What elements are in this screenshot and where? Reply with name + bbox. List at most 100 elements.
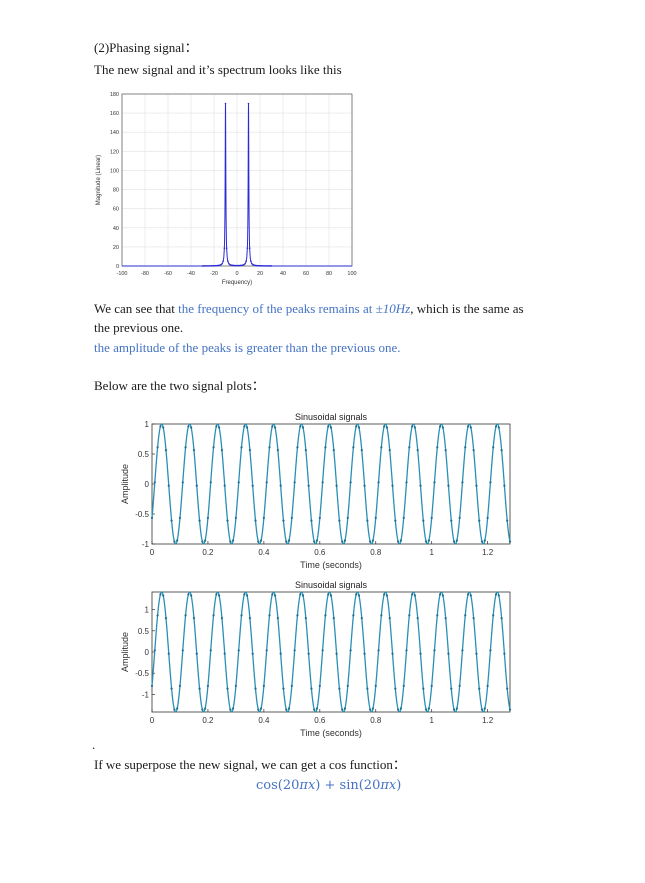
paragraph-previous: the previous one.: [94, 320, 184, 335]
signal-bottom-ytick-label: 0: [145, 648, 150, 657]
signal-bottom-sample-point: [489, 649, 492, 652]
signal-bottom-sample-point: [394, 687, 397, 690]
signal-top-sample-point: [265, 481, 268, 484]
signal-bottom-sample-point: [170, 687, 173, 690]
spectrum-xtick-label: -40: [187, 271, 195, 277]
signal-top-sample-point: [245, 426, 249, 429]
paragraph-amplitude: the amplitude of the peaks is greater th…: [94, 340, 401, 355]
signal-bottom-sample-point: [259, 707, 263, 710]
signal-top-sample-point: [279, 484, 282, 487]
signal-top-sample-point: [458, 516, 461, 519]
signal-bottom-xlabel: Time (seconds): [300, 728, 362, 738]
spectrum-sample-point: [221, 262, 223, 265]
section-heading: (2)Phasing signal：: [94, 40, 198, 55]
signal-top-sample-point: [153, 481, 156, 484]
bullet-dot: .: [92, 737, 96, 752]
signal-top-sample-point: [215, 425, 218, 428]
spectrum-sample-point: [232, 264, 235, 267]
signal-bottom-sample-point: [254, 687, 257, 690]
signal-bottom-sample-point: [240, 614, 243, 617]
signal-top-sample-point: [436, 446, 439, 449]
signal-bottom-sample-point: [293, 649, 296, 652]
signal-top-sample-point: [178, 516, 182, 519]
signal-top-sample-point: [349, 481, 352, 484]
signal-top-xtick-label: 0.4: [258, 548, 270, 557]
signal-bottom-sample-point: [447, 652, 450, 655]
signal-plot-top: Sinusoidal signals 0 0.2 0.4 0.6 0.8 1 1.2 -1 -0.…: [120, 412, 512, 570]
signal-bottom-sample-point: [192, 617, 196, 620]
signal-top-sample-point: [438, 425, 442, 428]
para-same-as: , which is the same as: [410, 301, 524, 316]
signal-top-xtick-label: 0.8: [370, 548, 382, 557]
signal-bottom-sample-point: [464, 614, 467, 617]
signal-bottom-sample-point: [469, 594, 472, 597]
spectrum-sample-point: [237, 264, 239, 267]
signal-bottom-sample-point: [475, 652, 478, 655]
signal-top-sample-point: [201, 540, 204, 543]
signal-bottom-sample-point: [343, 707, 347, 710]
signal-top-sample-point: [363, 484, 366, 487]
signal-bottom-sample-point: [441, 594, 444, 597]
signal-bottom-sample-point: [167, 652, 170, 655]
signal-bottom-sample-point: [430, 684, 433, 687]
spectrum-sample-point: [223, 247, 226, 250]
signal-bottom-sample-point: [455, 707, 458, 710]
signal-bottom-sample-point: [153, 649, 156, 652]
signal-top-sample-point: [164, 449, 168, 452]
signal-top-sample-point: [234, 516, 238, 519]
signal-bottom-sample-point: [150, 684, 154, 687]
superpose-text: If we superpose the new signal, we can g…: [94, 757, 406, 772]
spectrum-ytick-label: 60: [113, 207, 119, 213]
spectrum-sample-point: [210, 265, 213, 267]
signal-bottom-sample-point: [450, 687, 453, 690]
signal-top-sample-point: [259, 539, 263, 542]
spectrum-sample-point: [236, 264, 238, 267]
signal-bottom-xtick-label: 0.6: [314, 716, 326, 725]
spectrum-ytick-label: 80: [113, 188, 119, 194]
signal-top-sample-point: [184, 446, 187, 449]
signal-bottom-sample-point: [369, 708, 372, 711]
signal-bottom-sample-point: [458, 684, 461, 687]
signal-top-xlabel: Time (seconds): [300, 560, 362, 570]
signal-bottom-ytick-label: -1: [142, 690, 150, 699]
signal-bottom-sample-point: [461, 649, 464, 652]
signal-top-sample-point: [254, 519, 257, 522]
spectrum-ytick-label: 0: [116, 264, 119, 270]
signal-bottom-title: Sinusoidal signals: [295, 580, 368, 590]
signal-top-sample-point: [159, 425, 162, 428]
spectrum-ytick-label: 120: [110, 149, 119, 155]
signal-bottom-sample-point: [366, 687, 369, 690]
spectrum-sample-point: [248, 247, 251, 250]
signal-bottom-sample-point: [444, 617, 447, 620]
signal-bottom-sample-point: [201, 708, 204, 711]
signal-top-sample-point: [156, 446, 159, 449]
signal-top-ytick-label: 0.5: [138, 450, 150, 459]
spectrum-sample-point: [238, 264, 241, 267]
signal-top-ytick-label: -1: [142, 540, 150, 549]
spectrum-ylabel: Magnitude (Linear): [96, 155, 102, 205]
signal-top-sample-point: [318, 516, 321, 519]
signal-top-xtick-label: 0.6: [314, 548, 326, 557]
signal-bottom-ylabel: Amplitude: [120, 632, 130, 672]
signal-top-sample-point: [226, 519, 229, 522]
paragraph-peaks: We can see that the frequency of the pea…: [94, 301, 524, 317]
formula-pi-1: π: [299, 778, 308, 793]
signal-bottom-sample-point: [195, 652, 198, 655]
signal-bottom-sample-point: [176, 707, 179, 710]
signal-bottom-sample-point: [262, 684, 265, 687]
signal-top-sample-point: [321, 481, 324, 484]
signal-bottom-sample-point: [285, 708, 288, 711]
signal-top-sample-point: [500, 449, 503, 452]
spectrum-xtick-label: -60: [164, 271, 172, 277]
signal-bottom-sample-point: [251, 652, 254, 655]
signal-top-sample-point: [402, 516, 405, 519]
signal-top-sample-point: [422, 519, 425, 522]
spectrum-sample-point: [212, 265, 214, 267]
below-text: Below are the two signal plots：: [94, 378, 265, 393]
formula-pi-2: π: [380, 778, 389, 793]
spectrum-sample-point: [224, 102, 227, 105]
signal-bottom-sample-point: [313, 708, 316, 711]
signal-top-sample-point: [296, 446, 299, 449]
signal-bottom-sample-point: [355, 593, 358, 596]
signal-top-sample-point: [503, 484, 506, 487]
